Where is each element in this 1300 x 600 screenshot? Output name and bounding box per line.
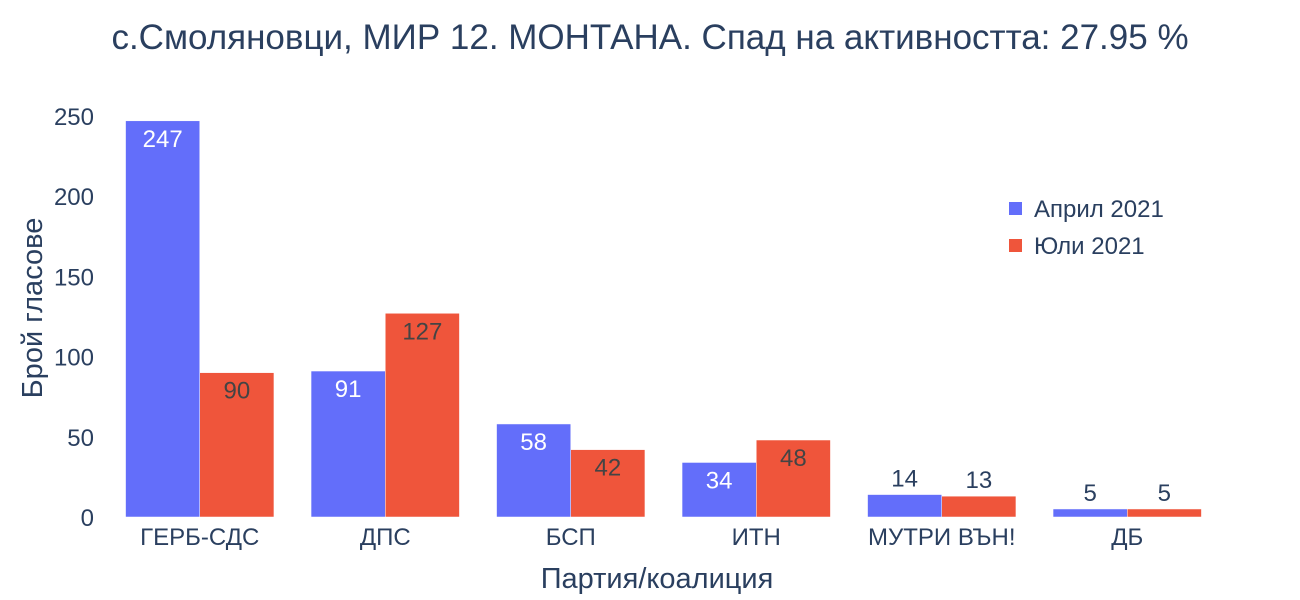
bar-data-labels: 247 91 58 34 14 5 90 127 42 48 13 5 (143, 126, 1171, 507)
bar-value-label: 13 (965, 467, 992, 494)
y-axis-ticks: 0 50 100 150 200 250 (54, 104, 94, 532)
legend-swatch[interactable] (1009, 202, 1022, 215)
legend-label[interactable]: Април 2021 (1034, 196, 1164, 223)
y-tick-label: 250 (54, 104, 94, 131)
bar[interactable] (681, 462, 757, 518)
x-tick-label: ДПС (360, 524, 411, 551)
bar[interactable] (1052, 508, 1128, 518)
bar-value-label: 48 (780, 445, 807, 472)
chart-title: с.Смоляновци, МИР 12. МОНТАНА. Спад на а… (111, 18, 1188, 57)
legend-swatch[interactable] (1009, 239, 1022, 252)
bar-value-label: 91 (335, 376, 362, 403)
legend-label[interactable]: Юли 2021 (1034, 233, 1145, 260)
bar[interactable] (1127, 508, 1202, 518)
bar-value-label: 14 (891, 466, 918, 493)
bar-value-label: 34 (706, 467, 733, 494)
bar-value-label: 247 (143, 126, 183, 153)
bar[interactable] (385, 313, 460, 518)
y-tick-label: 50 (67, 425, 94, 452)
bar-value-label: 42 (594, 455, 621, 482)
x-tick-label: МУТРИ ВЪН! (868, 524, 1015, 551)
y-axis-title: Брой гласове (17, 218, 49, 399)
bar[interactable] (756, 439, 831, 518)
bar[interactable] (941, 495, 1017, 518)
y-tick-label: 0 (81, 505, 94, 532)
bar-value-label: 58 (520, 429, 547, 456)
x-tick-label: БСП (546, 524, 596, 551)
x-tick-label: ДБ (1111, 524, 1143, 551)
x-tick-label: ГЕРБ-СДС (140, 524, 259, 551)
bar-value-label: 5 (1083, 480, 1096, 507)
y-tick-label: 100 (54, 345, 94, 372)
legend[interactable]: Април 2021 Юли 2021 (1009, 196, 1164, 260)
bar[interactable] (310, 370, 386, 518)
bar-value-label: 90 (223, 378, 250, 405)
bar[interactable] (496, 423, 571, 518)
bar-value-label: 127 (402, 318, 442, 345)
bar[interactable] (570, 449, 646, 518)
y-tick-label: 200 (54, 184, 94, 211)
y-tick-label: 150 (54, 264, 94, 291)
bar-value-label: 5 (1158, 480, 1171, 507)
x-tick-label: ИТН (732, 524, 781, 551)
x-axis-title: Партия/коалиция (541, 563, 774, 595)
bar[interactable] (867, 494, 942, 518)
bars (125, 120, 1202, 518)
x-axis-ticks: ГЕРБ-СДС ДПС БСП ИТН МУТРИ ВЪН! ДБ (140, 524, 1143, 551)
bar[interactable] (125, 120, 200, 518)
bar[interactable] (199, 372, 275, 518)
